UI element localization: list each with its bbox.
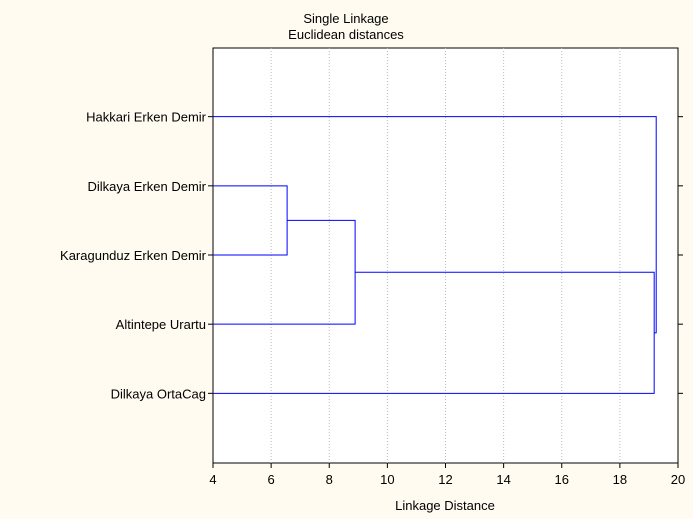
x-tick-label: 12 [438,472,452,487]
leaf-label: Dilkaya OrtaCag [111,386,206,401]
chart-title: Single Linkage [303,11,388,26]
chart-subtitle: Euclidean distances [288,27,404,42]
leaf-label: Hakkari Erken Demir [86,110,207,125]
leaf-label: Dilkaya Erken Demir [88,179,207,194]
x-axis-label: Linkage Distance [395,498,495,513]
x-tick-label: 16 [555,472,569,487]
dendrogram-link [213,116,657,334]
leaf-label: Karagunduz Erken Demir [60,248,207,263]
x-tick-label: 6 [268,472,275,487]
x-tick-label: 20 [671,472,685,487]
x-tick-label: 4 [209,472,216,487]
x-tick-label: 10 [380,472,394,487]
x-tick-label: 8 [326,472,333,487]
x-tick-label: 18 [613,472,627,487]
leaf-label: Altintepe Urartu [116,317,206,332]
x-tick-label: 14 [496,472,510,487]
